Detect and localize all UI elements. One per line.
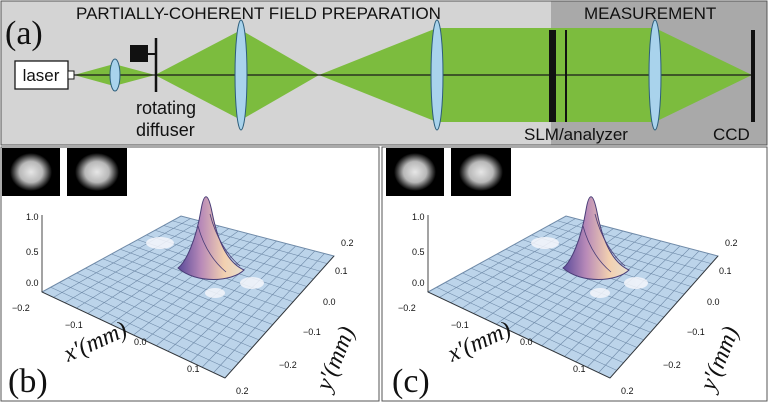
x-tick-label: 0.2: [621, 386, 634, 396]
y-tick-label: −0.2: [663, 360, 681, 370]
grid-line: [548, 225, 705, 272]
grid-line: [190, 248, 306, 363]
grid-line: [552, 243, 671, 352]
laser-label: laser: [23, 66, 60, 85]
grid-line: [201, 250, 316, 368]
ccd-spot-c1: [394, 153, 436, 191]
y-tick-label: −0.1: [303, 327, 321, 337]
grid-line: [144, 238, 268, 341]
grid-line: [133, 235, 258, 336]
lens-3: [430, 19, 444, 131]
preparation-title: PARTIALLY-COHERENT FIELD PREPARATION: [76, 4, 441, 23]
y-tick-label: 0.2: [725, 238, 738, 248]
x-tick-label: −0.1: [451, 320, 469, 330]
lens-4: [648, 19, 662, 131]
surface-shadow: [240, 277, 264, 289]
peak-ridge-c: [582, 225, 612, 273]
surface-grid-b: [50, 218, 328, 373]
surface-shadow: [531, 237, 559, 249]
grid-line: [154, 229, 314, 280]
y-tick-label: 0.0: [707, 297, 720, 307]
x-tick-label: 0.2: [236, 386, 249, 396]
lens-2: [234, 19, 248, 131]
y-tick-label: −0.2: [279, 360, 297, 370]
grid-line: [179, 245, 296, 357]
panel-b: 1.0 0.5 0.0 −0.2 −0.1 0.0 0.1 0.2 0.2 0.…: [0, 146, 380, 402]
ccd-spot-b2: [75, 153, 119, 191]
panel-b-label: (b): [8, 363, 48, 400]
diffuser-motor: [130, 45, 148, 62]
ccd-spot-c2: [459, 153, 503, 191]
grid-line: [167, 243, 287, 352]
surface-shadows-c: [531, 237, 648, 298]
grid-line: [575, 248, 690, 363]
z-tick-label: 0.0: [26, 278, 39, 288]
x-tick-label: 0.1: [187, 364, 200, 374]
y-tick-label: 0.2: [341, 238, 354, 248]
panel-c-label: (c): [392, 363, 430, 400]
z-tick-label: 1.0: [26, 212, 39, 222]
x-tick-label: 0.0: [520, 337, 533, 347]
x-axis-c: [427, 291, 611, 379]
laser-box: [14, 60, 69, 90]
slm: [549, 30, 556, 122]
panel-a-setup: laser rotating diffuser SLM/analyzer CCD…: [0, 0, 768, 146]
grid-line: [530, 238, 652, 341]
diffuser-label-line1: rotating: [136, 98, 196, 118]
surface-shadows-b: [146, 237, 264, 298]
surface-shadow: [590, 288, 610, 298]
diffuser-label-line2: diffuser: [136, 120, 195, 140]
laser-aperture: [67, 70, 75, 80]
panel-c: 1.0 0.5 0.0 −0.2 −0.1 0.0 0.1 0.2 0.2 0.…: [381, 146, 768, 402]
z-tick-label: 0.5: [412, 247, 425, 257]
grid-line: [564, 245, 681, 357]
panel-a-border: [0, 0, 768, 146]
surface-shadow: [205, 288, 225, 298]
peak-ridge-b: [209, 213, 241, 267]
z-tick-label: 0.5: [26, 247, 39, 257]
peak-c: [562, 196, 630, 280]
grid-line: [518, 235, 643, 336]
ccd-spot-b1: [10, 153, 52, 191]
peak-ridge-b: [197, 225, 227, 273]
y-axis-c: [609, 255, 719, 379]
y-tick-label: 0.1: [719, 266, 732, 276]
x-tick-label: 0.1: [573, 364, 586, 374]
y-tick-label: 0.0: [323, 297, 336, 307]
y-tick-label: −0.1: [687, 327, 705, 337]
x-tick-label: −0.2: [398, 303, 416, 313]
peak-ridge-c: [594, 213, 626, 267]
x-axis-b: [41, 291, 226, 379]
grid-line: [163, 225, 321, 272]
z-tick-label: 1.0: [412, 212, 425, 222]
grid-line: [587, 250, 700, 368]
panel-a-label: (a): [5, 15, 43, 52]
x-tick-label: −0.2: [12, 303, 30, 313]
y-axis-b: [224, 255, 335, 379]
surface-shadow: [624, 277, 648, 289]
lens-1: [109, 58, 121, 92]
y-tick-label: 0.1: [335, 266, 348, 276]
grid-line: [213, 253, 325, 373]
slm-label: SLM/analyzer: [524, 125, 628, 144]
grid-line: [540, 229, 698, 280]
z-tick-label: 0.0: [412, 278, 425, 288]
grid-line: [598, 253, 709, 373]
x-tick-label: −0.1: [65, 320, 83, 330]
peak-b: [177, 196, 245, 280]
surface-shadow: [146, 237, 174, 249]
ccd: [751, 30, 755, 122]
x-tick-label: 0.0: [134, 337, 147, 347]
measurement-title: MEASUREMENT: [584, 4, 716, 23]
ccd-label: CCD: [713, 125, 750, 144]
